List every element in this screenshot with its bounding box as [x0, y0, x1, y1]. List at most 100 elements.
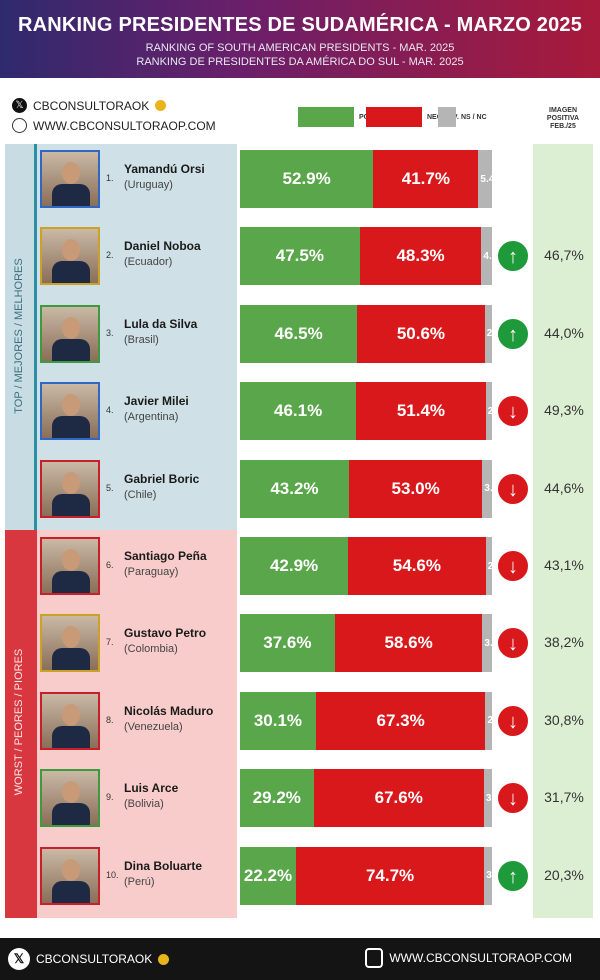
rank-number: 7. — [106, 637, 114, 648]
footer-website[interactable]: WWW.CBCONSULTORAOP.COM — [365, 948, 572, 968]
avatar-body — [52, 725, 90, 748]
trend-down-arrow-icon: ↓ — [496, 471, 530, 506]
avatar-body — [52, 261, 90, 284]
table-row: 1. Yamandú Orsi (Uruguay) 52.9% 41.7% 5.4 — [0, 148, 600, 210]
table-row: 7. Gustavo Petro (Colombia) 37.6% 58.6% 3.8 ↓ 3… — [0, 612, 600, 674]
x-logo-icon: 𝕏 — [12, 98, 27, 113]
avatar-face — [62, 162, 80, 184]
avatar-body — [52, 338, 90, 361]
trend-up-arrow-icon: ↑ — [496, 858, 530, 893]
rank-number: 9. — [106, 792, 114, 803]
avatar-body — [52, 571, 90, 593]
bar-negative: 51.4% — [356, 382, 486, 441]
bar-negative: 54.6% — [348, 537, 486, 595]
bar-nsnc: 3.8 — [482, 614, 498, 673]
president-name: Luis Arce — [124, 781, 179, 796]
bar-nsnc: 2.5 — [485, 382, 502, 441]
bar-positive: 52.9% — [240, 150, 374, 208]
bar-nsnc: 3.1 — [484, 846, 500, 905]
avatar-face — [62, 316, 80, 339]
legend-label-nsnc: NS / NC — [461, 113, 487, 121]
table-row: 8. Nicolás Maduro (Venezuela) 30.1% 67.3% 2.6… — [0, 690, 600, 752]
table-row: 4. Javier Milei (Argentina) 46.1% 51.4% 2.5 ↓ 4… — [0, 380, 600, 442]
bar-positive: 46.5% — [240, 304, 358, 363]
president-name: Yamandú Orsi — [124, 162, 205, 176]
trend-down-arrow-icon: ↓ — [496, 549, 530, 583]
x-logo-icon: 𝕏 — [8, 948, 30, 970]
bar-negative: 58.6% — [334, 614, 483, 673]
globe-icon — [12, 118, 27, 133]
footer-x-handle[interactable]: 𝕏 CBCONSULTORAOK — [8, 948, 170, 970]
rank-number: 1. — [106, 173, 114, 183]
rank-number: 8. — [106, 714, 114, 725]
imagen-header-line2: POSITIVA — [546, 115, 580, 122]
bar-negative: 41.7% — [373, 150, 479, 208]
avatar-face — [62, 549, 80, 571]
website-link[interactable]: WWW.CBCONSULTORAOP.COM — [12, 118, 216, 133]
avatar-face — [62, 626, 80, 649]
avatar — [40, 150, 100, 208]
bar-negative: 67.3% — [315, 691, 486, 750]
rank-number: 6. — [106, 560, 114, 570]
table-row: 2. Daniel Noboa (Ecuador) 47.5% 48.3% 4.2 ↑ 46,… — [0, 225, 600, 287]
legend-swatch-nsnc — [438, 107, 456, 127]
website-text: WWW.CBCONSULTORAOP.COM — [33, 118, 216, 133]
rank-number: 4. — [106, 405, 114, 416]
avatar-body — [52, 648, 90, 671]
table-row: 3. Lula da Silva (Brasil) 46.5% 50.6% 2.9 ↑ 44,… — [0, 303, 600, 365]
feb-positive-column — [533, 144, 593, 918]
bar-positive: 46.1% — [240, 382, 357, 441]
footer-x-handle-text: CBCONSULTORAOK — [36, 952, 153, 966]
president-country: (Argentina) — [124, 411, 179, 424]
president-name: Santiago Peña — [124, 549, 207, 563]
avatar — [40, 614, 100, 673]
header-banner: RANKING PRESIDENTES DE SUDAMÉRICA - MARZ… — [0, 0, 600, 78]
president-country: (Paraguay) — [124, 566, 179, 578]
rank-number: 5. — [106, 482, 114, 493]
feb-positive-value: 44,6% — [544, 479, 584, 496]
president-name: Nicolás Maduro — [124, 703, 214, 718]
president-country: (Uruguay) — [124, 179, 173, 191]
avatar-body — [52, 493, 90, 516]
avatar-face — [62, 781, 80, 804]
avatar — [40, 304, 100, 363]
bar-positive: 30.1% — [240, 691, 316, 750]
avatar — [40, 537, 100, 595]
avatar-face — [62, 471, 80, 494]
pointer-hand-icon — [365, 948, 384, 968]
bar-nsnc: 3.8 — [482, 459, 498, 518]
table-row: 9. Luis Arce (Bolivia) 29.2% 67.6% 3.2 ↓ 31,7% — [0, 767, 600, 829]
president-country: (Brasil) — [124, 333, 159, 346]
imagen-header-line3: FEB./25 — [550, 123, 576, 130]
avatar-body — [52, 803, 90, 826]
president-name: Daniel Noboa — [124, 239, 201, 254]
president-country: (Ecuador) — [124, 256, 173, 269]
verified-badge-icon — [155, 100, 167, 111]
rank-number: 10. — [106, 869, 119, 880]
bar-nsnc: 5.4 — [478, 150, 494, 208]
imagen-positiva-header: IMAGEN POSITIVA FEB./25 — [532, 107, 594, 131]
trend-down-arrow-icon: ↓ — [496, 394, 530, 429]
trend-down-arrow-icon: ↓ — [496, 703, 530, 738]
president-name: Gabriel Boric — [124, 471, 200, 486]
avatar-face — [62, 239, 80, 262]
avatar — [40, 691, 100, 750]
verified-badge-icon — [158, 953, 170, 965]
president-country: (Perú) — [124, 875, 155, 888]
subtitle-english: RANKING OF SOUTH AMERICAN PRESIDENTS - M… — [145, 42, 455, 54]
bar-negative: 74.7% — [295, 846, 485, 905]
avatar — [40, 382, 100, 441]
avatar-body — [52, 416, 90, 439]
rank-number: 3. — [106, 327, 114, 338]
bar-positive: 43.2% — [240, 459, 349, 518]
feb-positive-value: 46,7% — [544, 247, 584, 264]
top-group-strip — [5, 144, 37, 530]
x-handle-text: CBCONSULTORAOK — [33, 98, 150, 113]
bar-nsnc: 2.6 — [485, 691, 501, 750]
avatar-face — [62, 858, 80, 881]
subtitle-portuguese: RANKING DE PRESIDENTES DA AMÉRICA DO SUL… — [136, 56, 464, 68]
president-name: Dina Boluarte — [124, 858, 203, 873]
avatar — [40, 459, 100, 518]
bar-positive: 22.2% — [240, 846, 296, 905]
x-handle[interactable]: 𝕏 CBCONSULTORAOK — [12, 98, 167, 113]
